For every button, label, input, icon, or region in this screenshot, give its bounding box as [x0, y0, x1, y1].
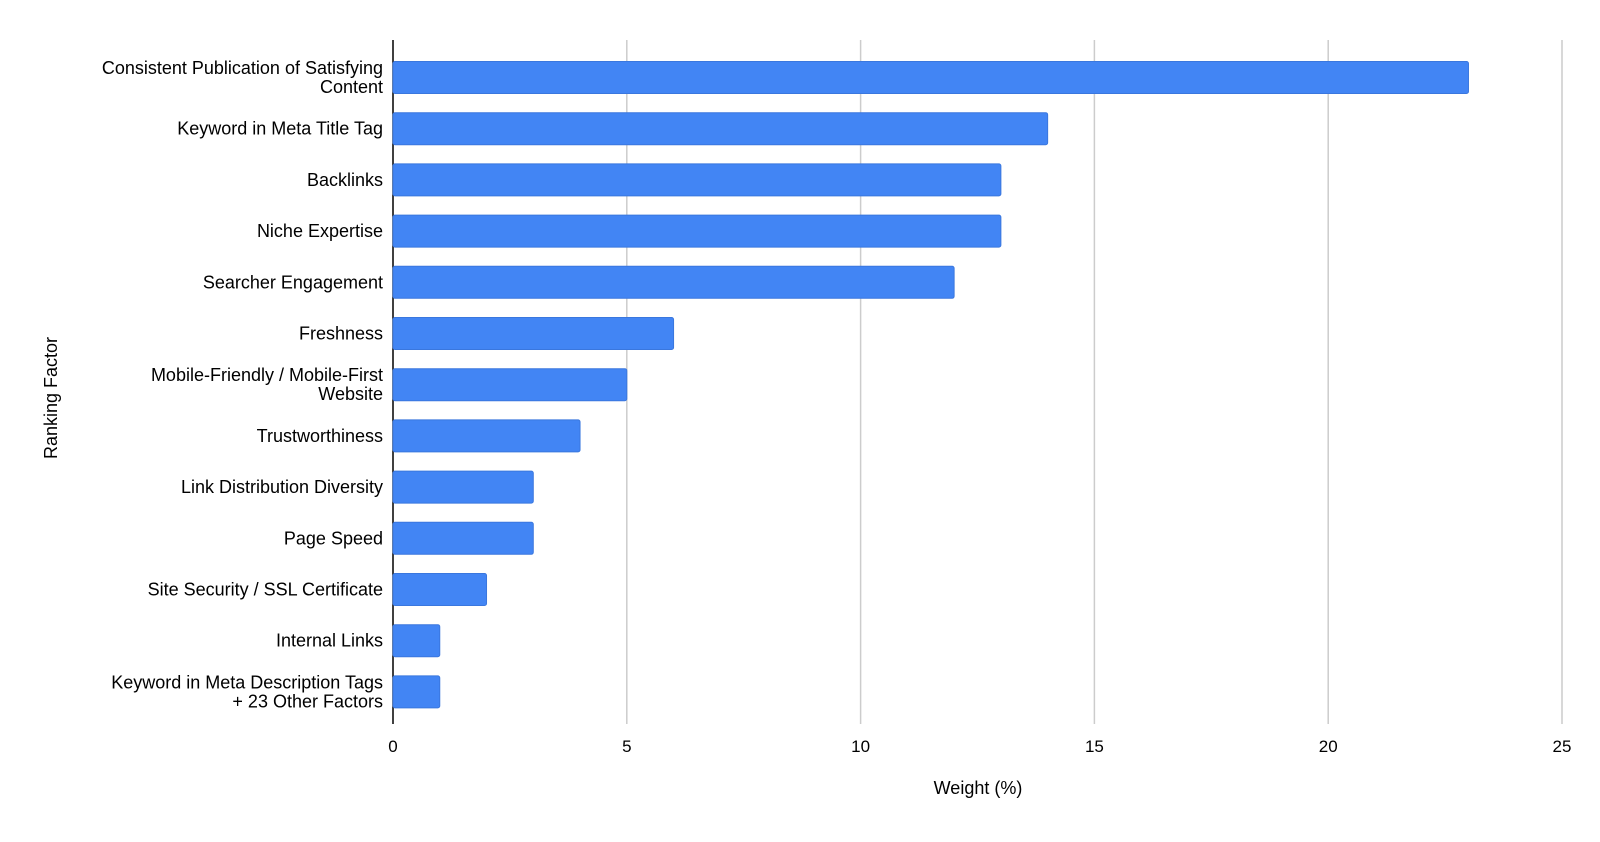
bar [392, 265, 955, 299]
category-label: Searcher Engagement [203, 272, 383, 292]
bar [392, 470, 534, 504]
bar [392, 61, 1469, 94]
x-tick-label: 15 [1085, 737, 1104, 756]
bar [392, 317, 675, 350]
bar [392, 368, 628, 402]
category-label-line: Link Distribution Diversity [181, 477, 383, 497]
bar [392, 419, 581, 453]
category-label-line: Site Security / SSL Certificate [148, 580, 383, 600]
bar [392, 573, 488, 606]
category-label-line: Website [318, 384, 383, 404]
bar [392, 112, 1049, 146]
category-label-line: Content [320, 77, 383, 97]
category-label-line: Niche Expertise [257, 221, 383, 241]
tick-label-layer: 0 5 10 15 20 25 [388, 737, 1571, 756]
x-tick-label: 20 [1319, 737, 1338, 756]
category-label: Niche Expertise [257, 221, 383, 241]
category-label-line: Keyword in Meta Description Tags [111, 672, 383, 692]
category-label: Backlinks [307, 170, 383, 190]
category-label: Keyword in Meta Description Tags + 23 Oth… [111, 672, 383, 711]
x-axis-title: Weight (%) [934, 778, 1023, 798]
category-label-line: Freshness [299, 324, 383, 344]
category-label-line: Searcher Engagement [203, 272, 383, 292]
category-label-line: Backlinks [307, 170, 383, 190]
category-label: Consistent Publication of Satisfying Cont… [102, 58, 383, 97]
category-label: Trustworthiness [257, 426, 383, 446]
category-label-line: Trustworthiness [257, 426, 383, 446]
category-label: Freshness [299, 324, 383, 344]
category-label-layer: Consistent Publication of Satisfying Cont… [102, 58, 383, 711]
category-label-line: Keyword in Meta Title Tag [177, 119, 383, 139]
category-label: Link Distribution Diversity [181, 477, 383, 497]
category-label-line: Page Speed [284, 528, 383, 548]
bar [392, 214, 1002, 248]
category-label-line: Mobile-Friendly / Mobile-First [151, 365, 383, 385]
y-axis-title: Ranking Factor [41, 337, 61, 459]
bar [392, 521, 534, 555]
x-tick-label: 25 [1553, 737, 1572, 756]
bar-layer [392, 61, 1469, 709]
category-label-line: + 23 Other Factors [232, 691, 383, 711]
x-tick-label: 10 [851, 737, 870, 756]
category-label: Page Speed [284, 528, 383, 548]
category-label: Keyword in Meta Title Tag [177, 119, 383, 139]
x-tick-label: 0 [388, 737, 397, 756]
category-label-line: Consistent Publication of Satisfying [102, 58, 383, 78]
bar [392, 624, 441, 658]
x-tick-label: 5 [622, 737, 631, 756]
bar [392, 163, 1002, 197]
category-label: Internal Links [276, 631, 383, 651]
category-label-line: Internal Links [276, 631, 383, 651]
category-label: Site Security / SSL Certificate [148, 580, 383, 600]
bar [392, 675, 441, 709]
category-label: Mobile-Friendly / Mobile-First Website [151, 365, 383, 404]
